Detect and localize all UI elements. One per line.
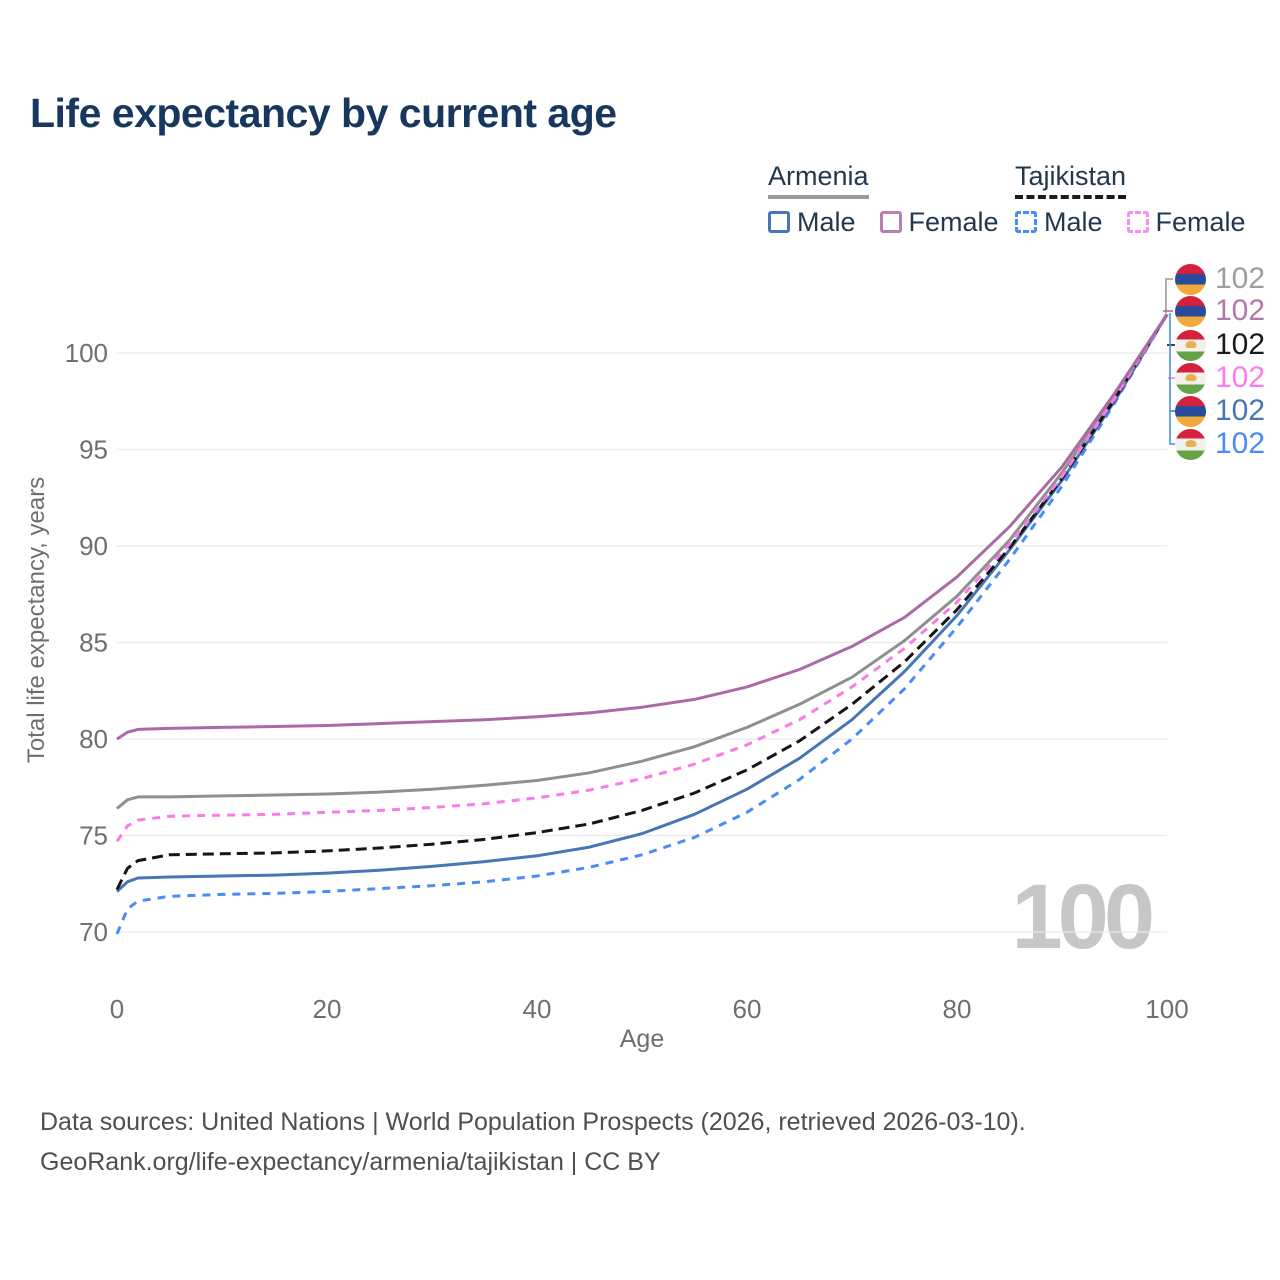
x-tick-label-100: 100: [1145, 994, 1188, 1024]
series-line-armenia-both: [116, 313, 1169, 810]
end-label-tajikistan: 102: [1175, 329, 1265, 361]
page-title: Life expectancy by current age: [30, 90, 617, 136]
legend-swatch-icon: [1015, 211, 1037, 234]
legend-group-armenia: Armenia Male Female: [768, 161, 999, 238]
legend: Armenia Male Female Tajikistan Male Female: [768, 161, 1268, 242]
leader-armenia: [1165, 278, 1173, 313]
y-tick-label-75: 75: [79, 821, 108, 851]
legend-item-label: Female: [908, 206, 999, 237]
series-line-armenia-female: [116, 313, 1169, 741]
legend-item-armenia-female[interactable]: Female: [879, 206, 999, 238]
legend-group-armenia-items: Male Female: [768, 207, 999, 238]
end-label-armenia-male: 102: [1175, 395, 1265, 427]
end-value: 102: [1215, 427, 1266, 460]
end-value: 102: [1215, 328, 1266, 361]
legend-item-label: Female: [1155, 206, 1246, 237]
legend-item-tajikistan-female[interactable]: Female: [1126, 206, 1246, 238]
x-tick-label-0: 0: [110, 994, 124, 1024]
end-value: 102: [1215, 394, 1266, 427]
attribution-text: GeoRank.org/life-expectancy/armenia/taji…: [40, 1148, 661, 1176]
tajikistan-crown-emblem: [1185, 340, 1196, 348]
y-tick-label-70: 70: [79, 917, 108, 947]
series-line-tajikistan-male: [115, 313, 1169, 935]
legend-swatch-icon: [879, 211, 902, 234]
tajikistan-crown-emblem: [1185, 373, 1196, 381]
legend-group-armenia-label[interactable]: Armenia: [768, 161, 869, 199]
armenia-flag-icon: [1175, 395, 1206, 427]
y-tick-label-90: 90: [79, 531, 108, 561]
legend-item-label: Male: [797, 206, 856, 237]
end-label-armenia: 102: [1175, 263, 1265, 295]
legend-group-tajikistan-label[interactable]: Tajikistan: [1015, 161, 1127, 199]
legend-group-tajikistan-items: Male Female: [1015, 207, 1246, 238]
series-line-armenia-male: [115, 313, 1169, 893]
x-tick-label-60: 60: [733, 994, 762, 1024]
y-tick-label-100: 100: [65, 338, 108, 368]
legend-item-armenia-male[interactable]: Male: [768, 207, 856, 238]
x-tick-label-40: 40: [523, 994, 552, 1024]
end-label-armenia-female: 102: [1175, 295, 1265, 327]
tajikistan-crown-emblem: [1185, 439, 1196, 447]
legend-swatch-icon: [1126, 211, 1149, 234]
tajikistan-flag-icon: [1175, 329, 1206, 361]
legend-group-tajikistan: Tajikistan Male Female: [1015, 161, 1246, 238]
leader-tajikistan-male: [1169, 313, 1176, 445]
y-tick-label-95: 95: [79, 435, 108, 465]
end-label-tajikistan-female: 102: [1175, 362, 1265, 394]
armenia-flag-icon: [1175, 295, 1206, 327]
tajikistan-flag-icon: [1175, 428, 1206, 460]
series-line-tajikistan-female: [115, 313, 1169, 843]
x-axis-title: Age: [620, 1025, 664, 1053]
end-label-tajikistan-male: 102: [1175, 428, 1265, 460]
y-tick-label-80: 80: [79, 724, 108, 754]
y-tick-label-85: 85: [79, 628, 108, 658]
data-sources-text: Data sources: United Nations | World Pop…: [40, 1108, 1026, 1136]
age-counter-watermark: 100: [1012, 866, 1152, 968]
series-line-tajikistan-both: [115, 313, 1169, 891]
end-value: 102: [1215, 294, 1266, 327]
legend-item-label: Male: [1044, 206, 1103, 237]
end-value: 102: [1215, 361, 1266, 394]
tajikistan-flag-icon: [1175, 362, 1206, 394]
footer: Data sources: United Nations | World Pop…: [40, 1102, 1026, 1182]
x-tick-label-80: 80: [943, 994, 972, 1024]
armenia-flag-icon: [1175, 263, 1206, 295]
legend-item-tajikistan-male[interactable]: Male: [1015, 207, 1103, 238]
legend-swatch-icon: [768, 211, 790, 234]
y-axis-title: Total life expectancy, years: [23, 477, 50, 763]
end-value: 102: [1215, 262, 1266, 295]
x-tick-label-20: 20: [313, 994, 342, 1024]
